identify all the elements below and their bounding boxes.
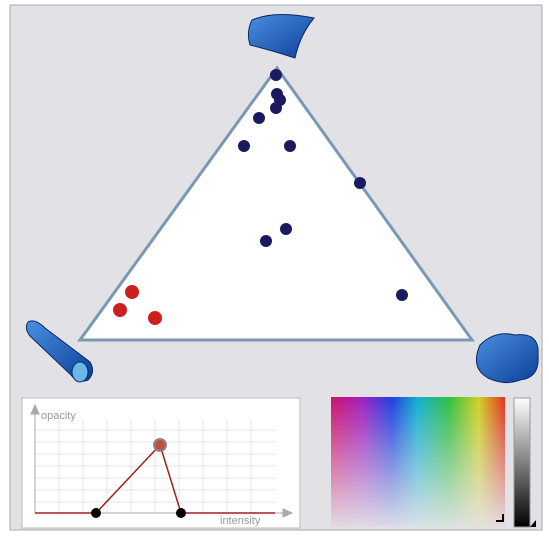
point[interactable] <box>238 140 250 152</box>
point[interactable] <box>148 311 162 325</box>
screen: opacity intensity <box>0 0 549 536</box>
point[interactable] <box>280 223 292 235</box>
point[interactable] <box>284 140 296 152</box>
x-label: intensity <box>220 515 261 527</box>
gray-slider[interactable] <box>514 398 530 527</box>
point[interactable] <box>253 112 265 124</box>
point[interactable] <box>396 289 408 301</box>
point[interactable] <box>260 235 272 247</box>
color-picker-wash <box>331 397 505 527</box>
shape-right <box>476 334 538 383</box>
shape-left-end <box>72 362 88 382</box>
control-point[interactable] <box>176 508 186 518</box>
point[interactable] <box>270 69 282 81</box>
point[interactable] <box>113 303 127 317</box>
control-point[interactable] <box>91 508 101 518</box>
control-point[interactable] <box>154 439 166 451</box>
point[interactable] <box>125 285 139 299</box>
point[interactable] <box>354 177 366 189</box>
point[interactable] <box>270 102 282 114</box>
y-label: opacity <box>41 410 76 422</box>
